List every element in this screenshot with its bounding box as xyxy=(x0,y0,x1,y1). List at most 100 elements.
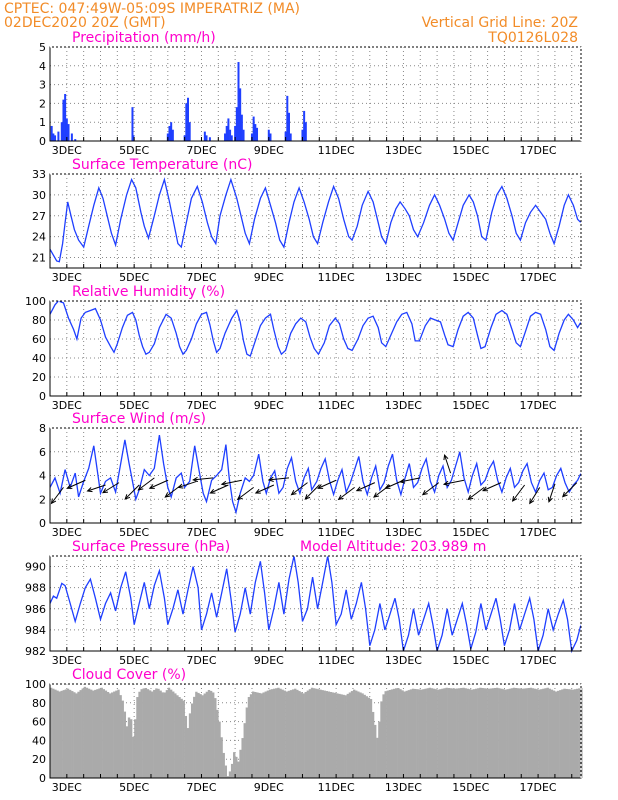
cloud-bar xyxy=(64,689,68,778)
cloud-bar xyxy=(510,688,514,778)
cloud-bar xyxy=(409,689,413,778)
wind-vector-head xyxy=(164,492,171,498)
y-tick-label: 60 xyxy=(32,716,46,729)
cloud-bar xyxy=(89,689,93,778)
precip-bar xyxy=(287,112,290,141)
wind-vector-head xyxy=(337,494,344,501)
y-tick-label: 5 xyxy=(39,41,46,54)
cloud-bar xyxy=(306,690,310,778)
cloud-bar xyxy=(159,690,162,778)
cloud-bar xyxy=(578,688,581,778)
cloud-bar xyxy=(195,691,198,778)
wind-vector xyxy=(210,484,229,494)
y-tick-label: 0 xyxy=(39,135,46,148)
cloud-bar xyxy=(329,691,333,778)
cloud-bar xyxy=(136,697,139,778)
cloud-bar xyxy=(348,692,352,778)
cloud-bar xyxy=(119,695,122,778)
cloud-bar xyxy=(66,688,70,778)
cloud-bar xyxy=(115,690,118,778)
precip-bar xyxy=(168,125,171,141)
cloud-bar xyxy=(342,694,345,778)
x-tick-label: 7DEC xyxy=(186,781,216,794)
x-tick-label: 17DEC xyxy=(520,526,557,539)
cloud-bar xyxy=(378,721,381,778)
x-tick-label: 9DEC xyxy=(254,271,284,284)
cloud-bar xyxy=(108,693,112,778)
cloud-bar xyxy=(367,697,371,778)
cloud-bar xyxy=(281,689,284,778)
cloud-bar xyxy=(75,693,78,778)
cloud-bar xyxy=(256,692,259,778)
cloud-bar xyxy=(456,688,459,778)
cloud-bar xyxy=(129,719,133,778)
cloud-bar xyxy=(388,689,392,778)
x-tick-label: 9DEC xyxy=(254,526,284,539)
y-tick-label: 6 xyxy=(39,446,46,459)
precip-bar xyxy=(240,114,243,141)
x-tick-label: 15DEC xyxy=(452,399,489,412)
cloud-bar xyxy=(418,689,421,778)
y-tick-label: 21 xyxy=(32,252,46,265)
wind-vector xyxy=(67,479,86,489)
cloud-bar xyxy=(104,690,108,778)
cloud-bar xyxy=(132,736,135,778)
y-tick-label: 4 xyxy=(39,60,46,73)
cloud-bar xyxy=(357,691,360,778)
cloud-bar xyxy=(60,690,63,778)
wind-vector xyxy=(562,482,578,497)
header-grid-line: Vertical Grid Line: 20Z xyxy=(422,15,578,31)
cloud-bar xyxy=(386,690,390,778)
cloud-bar xyxy=(548,688,552,778)
wind-vector xyxy=(338,486,355,500)
panel-title-press: Surface Pressure (hPa) xyxy=(72,539,230,555)
precip-bar xyxy=(267,129,270,141)
cloud-bar xyxy=(517,688,520,778)
cloud-bar xyxy=(300,692,303,778)
cloud-bar xyxy=(399,689,402,778)
cloud-bar xyxy=(264,691,267,778)
y-tick-label: 986 xyxy=(25,603,46,616)
cloud-bar xyxy=(258,692,261,778)
x-tick-label: 17DEC xyxy=(520,271,557,284)
cloud-bar xyxy=(197,692,200,778)
wind-vector-head xyxy=(86,487,93,493)
cloud-bar xyxy=(201,695,204,778)
cloud-bar xyxy=(237,761,240,778)
cloud-bar xyxy=(165,690,169,778)
cloud-bar xyxy=(468,689,472,778)
y-tick-label: 3 xyxy=(39,79,46,92)
cloud-bar xyxy=(163,692,167,778)
x-tick-label: 7DEC xyxy=(186,654,216,667)
wind-vector-head xyxy=(399,478,406,484)
cloud-bar xyxy=(575,688,579,778)
cloud-bar xyxy=(71,691,74,778)
precip-bar xyxy=(70,133,73,141)
precip-bar xyxy=(229,129,232,141)
x-tick-label: 11DEC xyxy=(318,271,355,284)
cloud-bar xyxy=(521,688,524,778)
cloud-bar xyxy=(479,687,482,778)
precip-bar xyxy=(185,103,188,141)
wind-vector xyxy=(51,487,64,504)
cloud-bar xyxy=(331,692,335,778)
cloud-bar xyxy=(426,688,429,778)
wind-series-line xyxy=(49,435,582,515)
temp-series-line xyxy=(49,177,582,263)
cloud-bar xyxy=(251,691,255,778)
cloud-bar xyxy=(428,687,432,778)
cloud-bar xyxy=(483,688,486,778)
cloud-bar xyxy=(554,691,558,778)
cloud-bar xyxy=(407,690,411,778)
cloud-bar xyxy=(182,700,185,778)
cloud-bar xyxy=(247,697,251,778)
cloud-bar xyxy=(111,692,114,778)
cloud-bar xyxy=(449,688,453,778)
cloud-bar xyxy=(506,689,509,778)
wind-vector-head xyxy=(467,494,474,501)
cloud-bar xyxy=(207,689,211,778)
cloud-bar xyxy=(220,737,223,778)
x-tick-label: 15DEC xyxy=(452,526,489,539)
press-series-line xyxy=(49,555,582,654)
cloud-bar xyxy=(321,690,324,778)
